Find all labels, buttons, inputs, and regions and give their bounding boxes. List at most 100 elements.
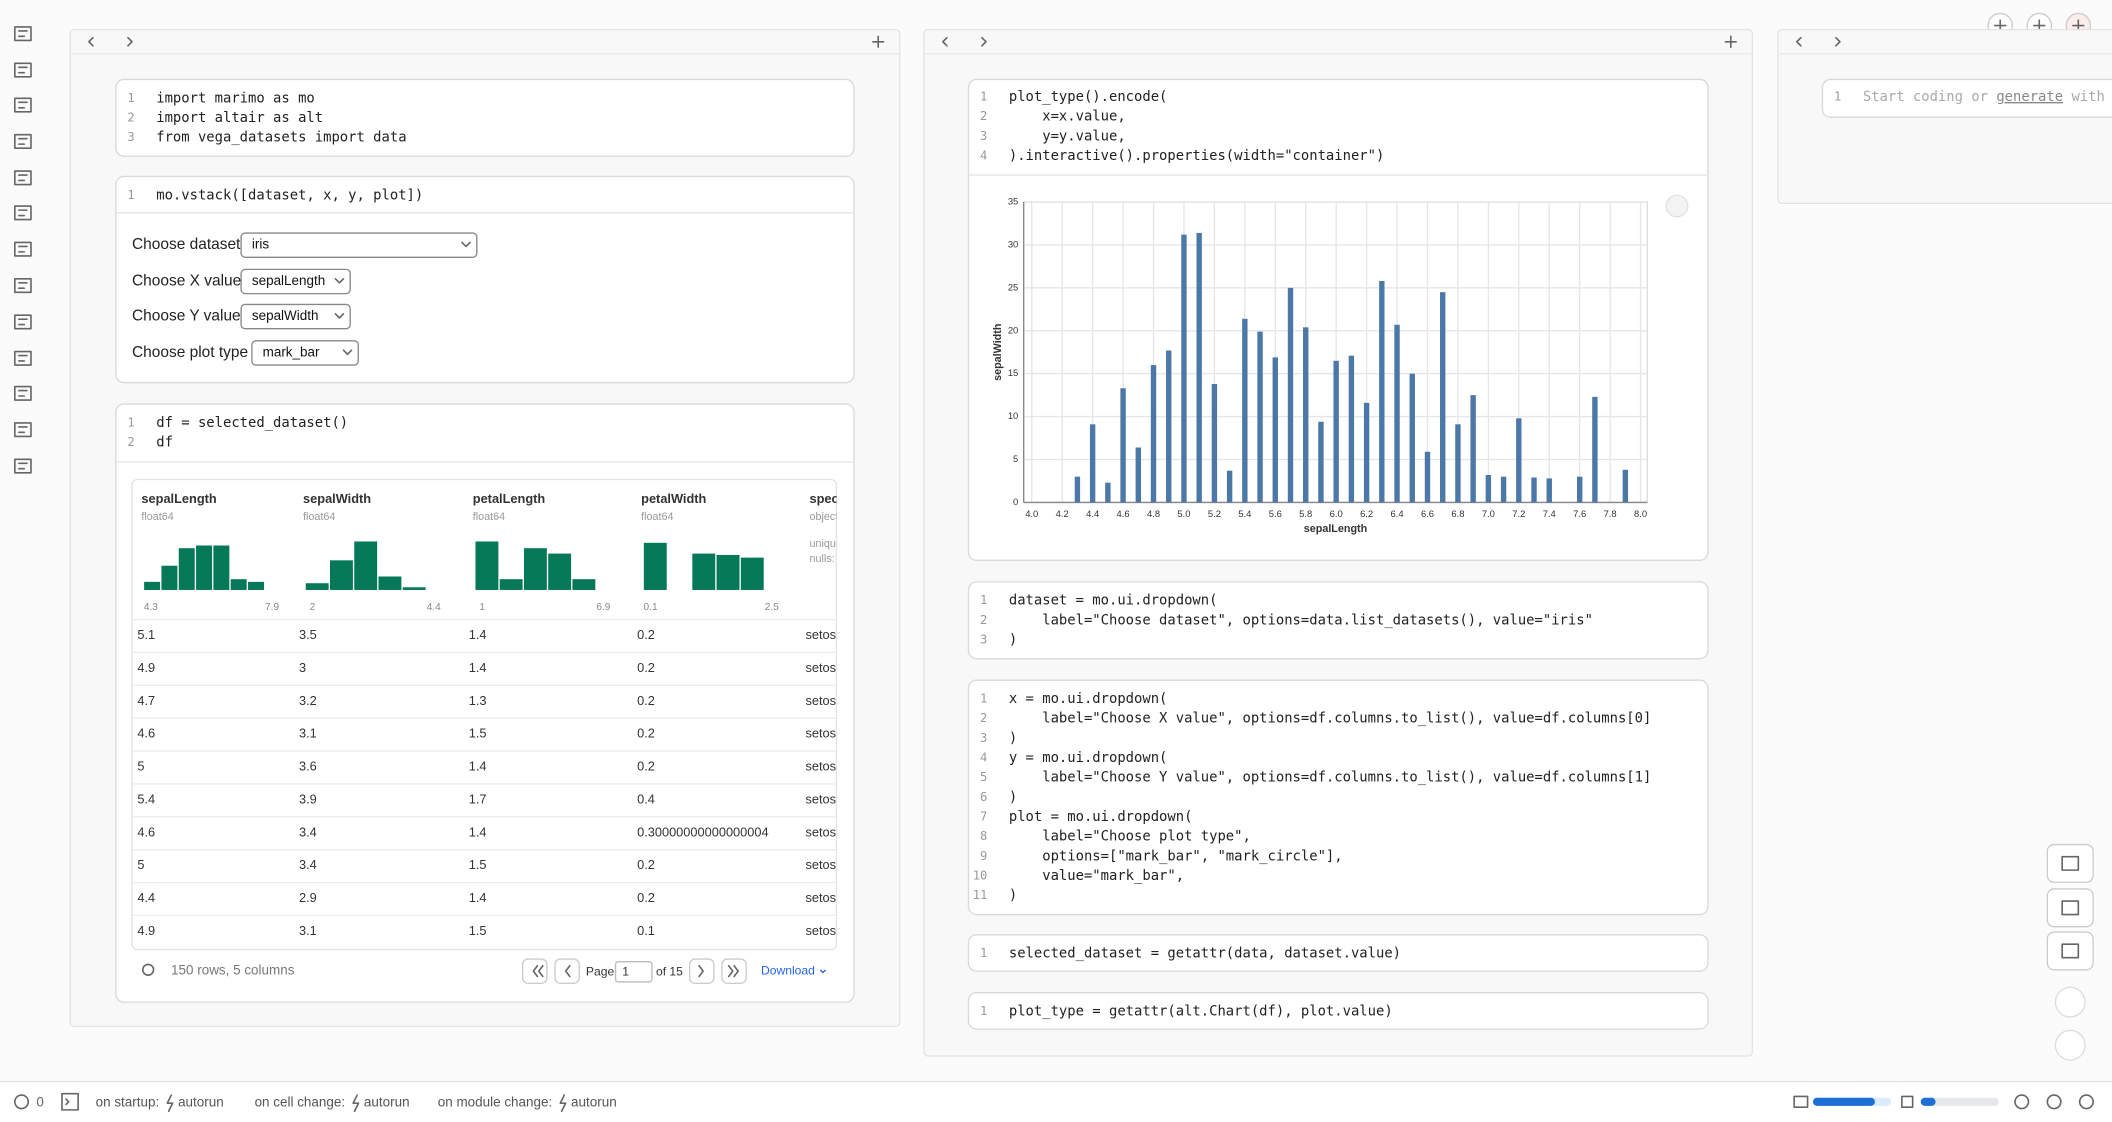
- histogram-bar: [524, 548, 547, 590]
- x-tick-label: 7.6: [1573, 508, 1586, 519]
- table-cell: 1.4: [469, 890, 487, 905]
- dropdown-value: mark_bar: [263, 344, 320, 359]
- status-value[interactable]: autorun: [571, 1095, 617, 1110]
- line-number: 8: [980, 829, 987, 843]
- status-value[interactable]: autorun: [178, 1095, 224, 1110]
- line-number: 2: [980, 711, 987, 725]
- placeholder-part: Start coding or: [1863, 89, 1997, 105]
- line-number: 1: [1834, 89, 1841, 103]
- line-number: 1: [127, 91, 134, 105]
- bar: [1090, 424, 1095, 502]
- table-cell: 1.5: [469, 726, 487, 741]
- status-label: on cell change:: [255, 1095, 345, 1110]
- line-number: 1: [980, 946, 987, 960]
- table-cell: 1.5: [469, 923, 487, 938]
- table-cell: 3.6: [299, 759, 317, 774]
- column-dtype: object: [810, 511, 839, 523]
- side-button[interactable]: [2047, 932, 2093, 970]
- table-cell: 1.3: [469, 693, 487, 708]
- y-tick-label: 20: [1008, 324, 1018, 335]
- table-cell: 1.4: [469, 627, 487, 642]
- bar: [1547, 478, 1552, 502]
- pager-button[interactable]: [523, 959, 547, 983]
- sidebar-icon[interactable]: [15, 206, 31, 219]
- status-value[interactable]: autorun: [364, 1095, 410, 1110]
- side-button[interactable]: [2047, 889, 2093, 927]
- placeholder-part[interactable]: generate: [1996, 89, 2063, 105]
- sidebar-icon[interactable]: [15, 135, 31, 148]
- sidebar-icon[interactable]: [15, 352, 31, 365]
- sidebar-icon[interactable]: [15, 171, 31, 184]
- table-cell: 1.4: [469, 824, 487, 839]
- code-line: label="Choose X value", options=df.colum…: [1009, 711, 1652, 727]
- table-cell: 3.2: [299, 693, 317, 708]
- sidebar-icon[interactable]: [15, 98, 31, 111]
- histogram-bar: [330, 560, 353, 590]
- bar: [1288, 288, 1293, 503]
- x-tick-label: 6.4: [1391, 508, 1404, 519]
- table-cell: 2.9: [299, 890, 317, 905]
- pager-button[interactable]: [722, 959, 746, 983]
- table-cell: 4.9: [137, 923, 155, 938]
- download-button[interactable]: Download: [761, 963, 815, 977]
- code-line: x=x.value,: [1009, 109, 1126, 125]
- histogram-bar: [248, 582, 264, 590]
- code-line: mo.vstack([dataset, x, y, plot]): [156, 187, 423, 203]
- x-tick-label: 6.6: [1421, 508, 1434, 519]
- code-line: y = mo.ui.dropdown(: [1009, 750, 1168, 766]
- table-cell: 3.9: [299, 791, 317, 806]
- x-tick-label: 4.6: [1117, 508, 1130, 519]
- bar: [1181, 235, 1186, 503]
- control-label: Choose dataset: [132, 236, 241, 253]
- sidebar-icon[interactable]: [15, 27, 31, 40]
- table-cell: 3.1: [299, 726, 317, 741]
- sidebar-icon[interactable]: [15, 279, 31, 292]
- sidebar-icon[interactable]: [15, 387, 31, 400]
- table-cell: 0.2: [637, 693, 655, 708]
- table-cell: 3.4: [299, 824, 317, 839]
- side-run-button[interactable]: [2055, 1030, 2085, 1060]
- column-min: 4.3: [144, 602, 158, 613]
- x-tick-label: 4.2: [1056, 508, 1069, 519]
- sidebar-icon[interactable]: [15, 423, 31, 436]
- sidebar-icon[interactable]: [15, 315, 31, 328]
- sidebar-icon[interactable]: [15, 459, 31, 472]
- histogram-bar: [144, 582, 160, 590]
- code-line: y=y.value,: [1009, 128, 1126, 144]
- x-axis-title: sepalLength: [1304, 523, 1367, 535]
- placeholder: Start coding or generate with: [1863, 89, 2105, 105]
- column-dtype: float64: [473, 511, 505, 523]
- y-tick-label: 30: [1008, 238, 1018, 249]
- table-cell: 4.6: [137, 824, 155, 839]
- code-line: value="mark_bar",: [1009, 868, 1184, 884]
- line-number: 6: [980, 790, 987, 804]
- histogram-bar: [717, 555, 740, 590]
- side-button[interactable]: [2047, 845, 2093, 883]
- dropdown-value: sepalWidth: [252, 308, 319, 323]
- bar: [1196, 233, 1201, 502]
- code-line: df: [156, 435, 173, 451]
- x-tick-label: 7.8: [1604, 508, 1617, 519]
- pager-button[interactable]: [690, 959, 714, 983]
- code-line: plot_type = getattr(alt.Chart(df), plot.…: [1009, 1004, 1393, 1020]
- sidebar-icon[interactable]: [15, 242, 31, 255]
- line-number: 9: [980, 849, 987, 863]
- pager-button[interactable]: [555, 959, 579, 983]
- table-cell: 0.2: [637, 759, 655, 774]
- dropdown[interactable]: [241, 233, 477, 257]
- chart-actions[interactable]: [1666, 195, 1688, 217]
- table-summary: 150 rows, 5 columns: [171, 963, 295, 978]
- histogram-bar: [213, 546, 229, 590]
- side-run-button[interactable]: [2055, 987, 2085, 1017]
- column-min: 0.1: [644, 602, 658, 613]
- line-number: 1: [127, 415, 134, 429]
- table-cell: 0.2: [637, 857, 655, 872]
- table-cell: 1.5: [469, 857, 487, 872]
- histogram-bar: [196, 546, 212, 590]
- bar: [1075, 477, 1080, 503]
- x-tick-label: 7.4: [1543, 508, 1556, 519]
- page-select[interactable]: [616, 962, 652, 982]
- histogram-bar: [475, 541, 498, 589]
- cpu-bar-fill: [1921, 1098, 1936, 1106]
- sidebar-icon[interactable]: [15, 63, 31, 76]
